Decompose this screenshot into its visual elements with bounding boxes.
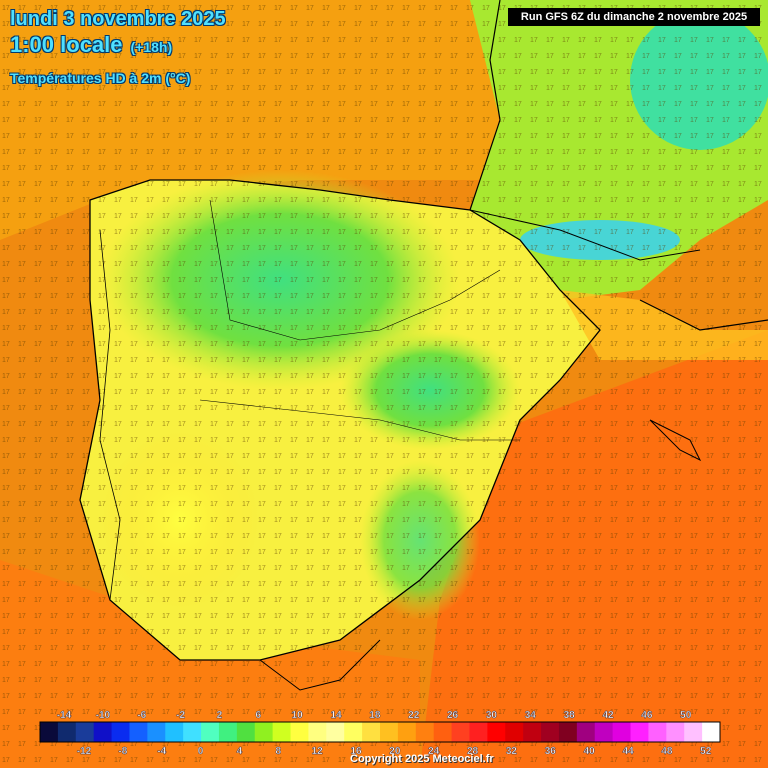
legend-label-lower: 40	[584, 746, 596, 757]
balearic-islands	[649, 419, 702, 462]
legend-swatch	[75, 722, 95, 742]
legend-label-upper: 10	[292, 710, 304, 721]
forecast-local-time: 1:00 locale	[10, 32, 123, 57]
legend-swatch	[272, 722, 292, 742]
legend-swatch	[165, 722, 184, 742]
copyright: Copyright 2025 Meteociel.fr	[350, 753, 494, 765]
legend-swatch	[541, 722, 560, 742]
variable-label: Températures HD à 2m (°C)	[10, 70, 191, 86]
temperature-legend: -14 -10 -6 -2 2 6 10 14 18 22 26 30 34 38 42 46 50-12 -8-…	[39, 710, 721, 757]
france-coastline	[469, 0, 501, 211]
africa-coast	[259, 639, 381, 691]
legend-swatch	[147, 722, 166, 742]
portugal-border	[99, 229, 121, 601]
legend-label-upper: 34	[525, 710, 537, 721]
legend-label-lower: 4	[237, 746, 243, 757]
run-label: Run GFS 6Z du dimanche 2 novembre 2025	[508, 8, 760, 26]
legend-label-lower: 44	[622, 746, 634, 757]
legend-label-lower: -8	[118, 746, 127, 757]
legend-swatch	[594, 722, 614, 742]
legend-swatch	[218, 722, 238, 742]
legend-swatch	[451, 722, 470, 742]
legend-label-upper: 46	[641, 710, 653, 721]
iberia-coastline	[79, 179, 601, 661]
legend-label-upper: 42	[602, 710, 614, 721]
region-borders-2	[199, 399, 520, 441]
legend-swatch	[523, 722, 542, 742]
legend-label-upper: 50	[680, 710, 692, 721]
legend-swatch	[415, 722, 435, 742]
forecast-lead-time: (+18h)	[130, 39, 173, 55]
legend-label-lower: 28	[467, 746, 479, 757]
legend-label-upper: -6	[137, 710, 146, 721]
legend-label-upper: 22	[408, 710, 420, 721]
legend-label-upper: 14	[330, 710, 342, 721]
legend-label-lower: -4	[157, 746, 166, 757]
legend-swatch	[201, 722, 220, 742]
legend-label-upper: 38	[564, 710, 576, 721]
legend-label-lower: 32	[506, 746, 518, 757]
legend-swatch	[487, 722, 506, 742]
legend-swatch	[630, 722, 649, 742]
legend-swatch	[380, 722, 399, 742]
legend-swatch	[505, 722, 524, 742]
legend-label-upper: 2	[217, 710, 223, 721]
legend-swatch	[326, 722, 345, 742]
legend-label-upper: -10	[96, 710, 111, 721]
legend-label-lower: 24	[428, 746, 440, 757]
legend-swatch	[666, 722, 685, 742]
pyrenees-border	[469, 209, 701, 261]
legend-swatch	[648, 722, 667, 742]
legend-label-lower: 8	[276, 746, 282, 757]
legend-swatch	[129, 722, 148, 742]
legend-swatch	[308, 722, 327, 742]
legend-label-upper: 26	[447, 710, 459, 721]
legend-swatch	[93, 722, 113, 742]
gulf-of-lion-coast	[639, 299, 768, 331]
legend-swatch	[236, 722, 256, 742]
region-borders	[209, 199, 501, 341]
legend-swatch	[612, 722, 632, 742]
legend-label-lower: 0	[198, 746, 204, 757]
legend-swatch	[684, 722, 703, 742]
legend-swatch	[558, 722, 578, 742]
legend-label-lower: -12	[77, 746, 92, 757]
legend-label-upper: 6	[256, 710, 262, 721]
legend-label-lower: 36	[545, 746, 557, 757]
legend-swatch	[702, 722, 721, 742]
legend-label-lower: 20	[389, 746, 401, 757]
legend-label-lower: 48	[661, 746, 673, 757]
legend-label-lower: 12	[312, 746, 324, 757]
legend-swatch	[469, 722, 488, 742]
legend-swatch	[57, 722, 77, 742]
legend-swatch	[40, 722, 59, 742]
legend-label-upper: -14	[57, 710, 72, 721]
forecast-date: lundi 3 novembre 2025	[10, 8, 226, 30]
legend-label-lower: 52	[700, 746, 712, 757]
legend-swatch	[111, 722, 130, 742]
legend-label-upper: 30	[486, 710, 498, 721]
legend-label-lower: 16	[350, 746, 362, 757]
legend-swatch	[290, 722, 309, 742]
legend-swatch	[397, 722, 417, 742]
legend-swatch	[254, 722, 274, 742]
legend-label-upper: -2	[176, 710, 185, 721]
legend-swatch	[576, 722, 596, 742]
legend-swatch	[344, 722, 363, 742]
forecast-time: 1:00 locale (+18h)	[10, 32, 172, 58]
legend-swatch	[362, 722, 381, 742]
legend-label-upper: 18	[369, 710, 381, 721]
legend-swatch	[183, 722, 202, 742]
legend-swatch	[433, 722, 453, 742]
